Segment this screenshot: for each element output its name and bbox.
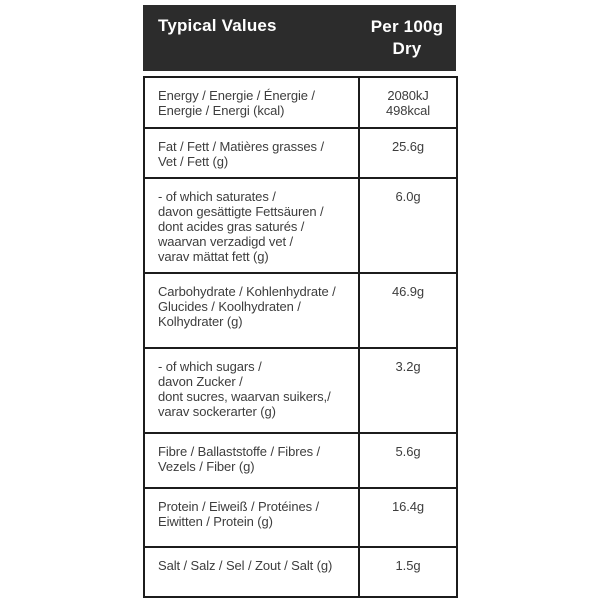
row-value: 25.6g [391,139,425,154]
nutrition-table: Energy / Energie / Énergie / Energie / E… [143,76,458,598]
row-value: 46.9g [391,284,425,299]
row-fat: Fat / Fett / Matières grasses / Vet / Fe… [143,127,458,179]
row-value: 6.0g [395,189,421,204]
row-label: Fibre / Ballaststoffe / Fibres / Vezels … [158,444,321,474]
row-label: Protein / Eiweiß / Protéines / Eiwitten … [158,499,320,529]
row-label: Fat / Fett / Matières grasses / Vet / Fe… [158,139,324,169]
row-label: - of which saturates / davon gesättigte … [158,189,324,264]
header-typical-values: Typical Values [158,16,277,35]
row-value: 16.4g [391,499,425,514]
row-label: Salt / Salz / Sel / Zout / Salt (g) [158,558,333,573]
row-sugars: - of which sugars / davon Zucker / dont … [143,347,458,434]
nutrition-label: Typical Values Per 100g Dry Energy / Ene… [143,5,458,598]
row-value: 1.5g [395,558,421,573]
row-protein: Protein / Eiweiß / Protéines / Eiwitten … [143,487,458,548]
row-label: - of which sugars / davon Zucker / dont … [158,359,331,419]
header-per-100g-dry: Per 100g Dry [370,17,444,58]
row-value: 2080kJ 498kcal [385,88,431,118]
row-saturates: - of which saturates / davon gesättigte … [143,177,458,274]
row-salt: Salt / Salz / Sel / Zout / Salt (g) 1.5g [143,546,458,598]
row-energy: Energy / Energie / Énergie / Energie / E… [143,76,458,129]
table-header: Typical Values Per 100g Dry [143,5,456,71]
row-value: 3.2g [395,359,421,374]
row-value: 5.6g [395,444,421,459]
row-fibre: Fibre / Ballaststoffe / Fibres / Vezels … [143,432,458,489]
row-label: Energy / Energie / Énergie / Energie / E… [158,88,315,118]
row-carbohydrate: Carbohydrate / Kohlenhydrate / Glucides … [143,272,458,349]
row-label: Carbohydrate / Kohlenhydrate / Glucides … [158,284,336,329]
